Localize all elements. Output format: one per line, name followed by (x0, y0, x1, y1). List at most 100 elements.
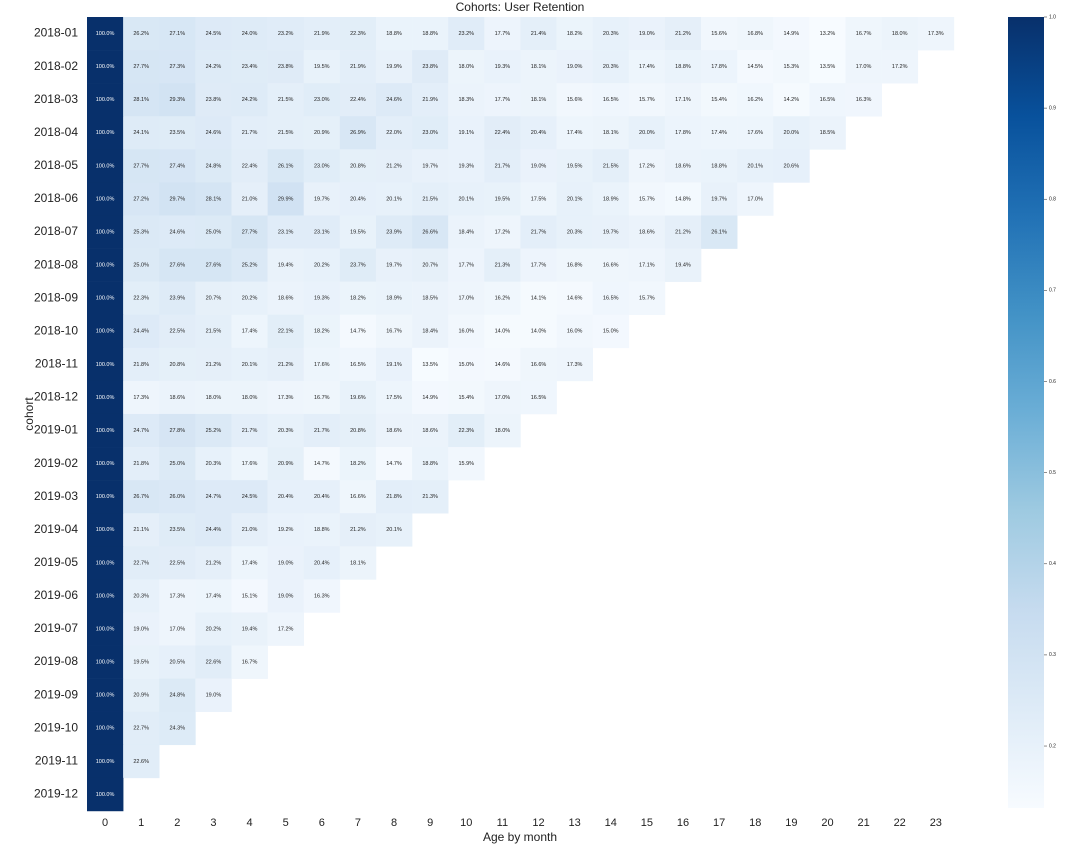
cell-label: 19.3% (314, 296, 330, 302)
heatmap-cell (556, 248, 593, 282)
heatmap-cell (87, 314, 124, 349)
heatmap-cell (123, 645, 160, 679)
heatmap-cell (195, 546, 232, 580)
cell-label: 22.4% (350, 97, 366, 103)
heatmap-cell (664, 182, 702, 216)
heatmap-cell (412, 182, 449, 216)
heatmap-cell (87, 149, 124, 183)
cell-label: 100.0% (96, 792, 115, 798)
cell-label: 24.6% (206, 130, 222, 136)
cell-label: 21.0% (242, 196, 258, 202)
x-tick-label: 16 (677, 817, 689, 829)
cell-label: 100.0% (96, 726, 115, 732)
cell-label: 23.7% (350, 263, 366, 269)
cell-label: 21.9% (314, 31, 330, 37)
heatmap-cell (592, 83, 630, 117)
cell-label: 100.0% (96, 31, 115, 37)
x-tick-label: 20 (821, 817, 833, 829)
heatmap-cell (267, 447, 305, 481)
cell-label: 21.7% (242, 428, 258, 434)
cell-label: 26.1% (278, 163, 294, 169)
heatmap-cell (339, 380, 377, 415)
heatmap-cell (231, 17, 268, 51)
heatmap-cell (159, 447, 196, 481)
heatmap-cell (556, 149, 593, 183)
heatmap-cell (375, 413, 413, 448)
heatmap-cell (520, 380, 557, 415)
y-tick-label: 2019-08 (34, 654, 78, 668)
cell-label: 17.8% (711, 64, 727, 70)
cell-label: 19.0% (278, 560, 294, 566)
heatmap-cell (556, 116, 593, 150)
heatmap-cell (123, 480, 160, 514)
cell-label: 20.2% (242, 296, 258, 302)
cell-label: 21.8% (386, 494, 402, 500)
heatmap-cell (484, 83, 521, 117)
cell-label: 24.0% (242, 31, 258, 37)
heatmap-cell (592, 116, 630, 150)
heatmap-cell (339, 17, 377, 51)
y-tick-label: 2019-05 (34, 555, 78, 569)
heatmap-cell (159, 215, 196, 249)
cell-label: 18.1% (531, 64, 547, 70)
cell-label: 17.4% (242, 560, 258, 566)
heatmap-cell (484, 248, 521, 282)
heatmap-cell (123, 347, 160, 382)
cell-label: 22.5% (169, 329, 185, 335)
cell-label: 22.3% (458, 428, 474, 434)
cell-label: 21.9% (350, 64, 366, 70)
heatmap-cell (159, 678, 196, 712)
heatmap-cell (303, 182, 341, 216)
cell-label: 17.3% (133, 395, 149, 401)
cell-label: 18.1% (603, 130, 619, 136)
cell-label: 18.0% (892, 31, 908, 37)
heatmap-cell (303, 513, 341, 547)
colorbar-tick-label: 0.6 (1049, 379, 1056, 385)
heatmap-cell (448, 413, 485, 448)
cell-label: 27.7% (242, 229, 258, 235)
cell-label: 18.1% (350, 560, 366, 566)
cell-label: 21.4% (531, 31, 547, 37)
heatmap-cell (123, 215, 160, 249)
x-tick-label: 21 (857, 817, 869, 829)
cell-label: 17.1% (675, 97, 691, 103)
heatmap-cell (303, 413, 341, 448)
heatmap-cell (159, 546, 196, 580)
x-axis-label: Age by month (483, 830, 557, 844)
cell-label: 24.3% (169, 726, 185, 732)
cell-label: 27.7% (133, 64, 149, 70)
x-tick-label: 3 (210, 817, 216, 829)
heatmap-cell (231, 215, 268, 249)
cell-label: 17.7% (495, 97, 511, 103)
heatmap-cell (267, 248, 305, 282)
cell-label: 19.7% (711, 196, 727, 202)
heatmap-cell (87, 777, 124, 812)
heatmap-cell (123, 612, 160, 646)
heatmap-cell (123, 83, 160, 117)
y-tick-label: 2018-07 (34, 224, 78, 238)
x-tick-label: 18 (749, 817, 761, 829)
heatmap-cell (556, 215, 593, 249)
heatmap-cell (520, 50, 557, 84)
cell-label: 19.0% (567, 64, 583, 70)
heatmap-cell (123, 281, 160, 316)
heatmap-cell (303, 215, 341, 249)
cell-label: 20.3% (133, 593, 149, 599)
cell-label: 23.0% (422, 130, 438, 136)
y-tick-label: 2018-12 (34, 390, 78, 404)
heatmap-cell (159, 314, 196, 349)
heatmap-cell (592, 215, 630, 249)
cell-label: 17.0% (747, 196, 763, 202)
cell-label: 27.6% (169, 263, 185, 269)
heatmap-cell (664, 149, 702, 183)
cell-label: 24.7% (133, 428, 149, 434)
cell-label: 15.3% (784, 64, 800, 70)
cell-label: 17.6% (242, 461, 258, 467)
heatmap-cell (195, 413, 232, 448)
heatmap-cell (87, 182, 124, 216)
cell-label: 18.8% (422, 461, 438, 467)
cell-label: 27.8% (169, 428, 185, 434)
heatmap-cell (339, 182, 377, 216)
heatmap-cell (339, 347, 377, 382)
heatmap-cell (195, 17, 232, 51)
